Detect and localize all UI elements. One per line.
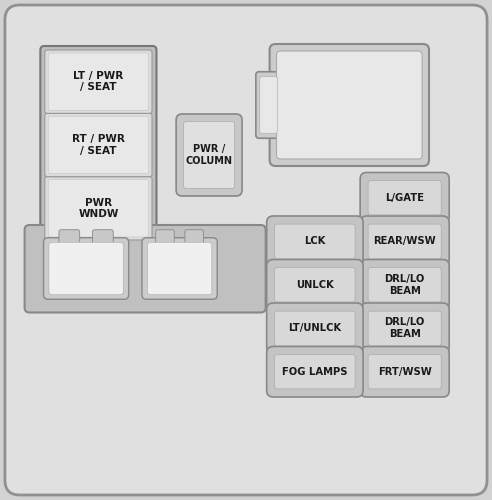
Text: FOG LAMPS: FOG LAMPS xyxy=(282,367,348,377)
Text: LT / PWR
/ SEAT: LT / PWR / SEAT xyxy=(73,71,123,92)
FancyBboxPatch shape xyxy=(368,311,441,346)
FancyBboxPatch shape xyxy=(360,303,449,354)
FancyBboxPatch shape xyxy=(267,346,363,397)
FancyBboxPatch shape xyxy=(267,216,363,266)
FancyBboxPatch shape xyxy=(275,224,355,258)
FancyBboxPatch shape xyxy=(48,180,149,237)
FancyBboxPatch shape xyxy=(368,224,441,258)
FancyBboxPatch shape xyxy=(267,260,363,310)
FancyBboxPatch shape xyxy=(275,354,355,389)
Text: DRL/LO
BEAM: DRL/LO BEAM xyxy=(384,318,425,339)
Text: FRT/WSW: FRT/WSW xyxy=(378,367,431,377)
FancyBboxPatch shape xyxy=(185,230,204,246)
FancyBboxPatch shape xyxy=(360,172,449,223)
Text: L/GATE: L/GATE xyxy=(385,193,424,203)
Text: PWR /
COLUMN: PWR / COLUMN xyxy=(185,144,233,166)
Text: REAR/WSW: REAR/WSW xyxy=(373,236,436,246)
Text: RT / PWR
/ SEAT: RT / PWR / SEAT xyxy=(72,134,125,156)
FancyBboxPatch shape xyxy=(368,268,441,302)
FancyBboxPatch shape xyxy=(40,46,156,244)
FancyBboxPatch shape xyxy=(256,72,282,138)
FancyBboxPatch shape xyxy=(25,225,266,312)
FancyBboxPatch shape xyxy=(360,346,449,397)
FancyBboxPatch shape xyxy=(275,268,355,302)
FancyBboxPatch shape xyxy=(267,303,363,354)
Text: LT/UNLCK: LT/UNLCK xyxy=(288,324,341,333)
FancyBboxPatch shape xyxy=(277,51,422,159)
FancyBboxPatch shape xyxy=(142,238,217,299)
FancyBboxPatch shape xyxy=(59,230,80,246)
FancyBboxPatch shape xyxy=(368,354,441,389)
FancyBboxPatch shape xyxy=(275,311,355,346)
FancyBboxPatch shape xyxy=(260,76,277,133)
FancyBboxPatch shape xyxy=(43,238,129,299)
FancyBboxPatch shape xyxy=(155,230,174,246)
Text: PWR
WNDW: PWR WNDW xyxy=(78,198,119,219)
Text: DRL/LO
BEAM: DRL/LO BEAM xyxy=(384,274,425,295)
Text: LCK: LCK xyxy=(304,236,326,246)
FancyBboxPatch shape xyxy=(48,116,149,173)
FancyBboxPatch shape xyxy=(360,216,449,266)
FancyBboxPatch shape xyxy=(49,242,123,294)
FancyBboxPatch shape xyxy=(48,53,149,110)
FancyBboxPatch shape xyxy=(270,44,429,166)
FancyBboxPatch shape xyxy=(176,114,242,196)
FancyBboxPatch shape xyxy=(92,230,113,246)
FancyBboxPatch shape xyxy=(45,114,152,176)
Text: UNLCK: UNLCK xyxy=(296,280,334,290)
FancyBboxPatch shape xyxy=(360,260,449,310)
FancyBboxPatch shape xyxy=(184,122,235,188)
FancyBboxPatch shape xyxy=(45,176,152,240)
FancyBboxPatch shape xyxy=(45,50,152,114)
FancyBboxPatch shape xyxy=(5,5,487,495)
FancyBboxPatch shape xyxy=(148,242,212,294)
FancyBboxPatch shape xyxy=(368,180,441,215)
